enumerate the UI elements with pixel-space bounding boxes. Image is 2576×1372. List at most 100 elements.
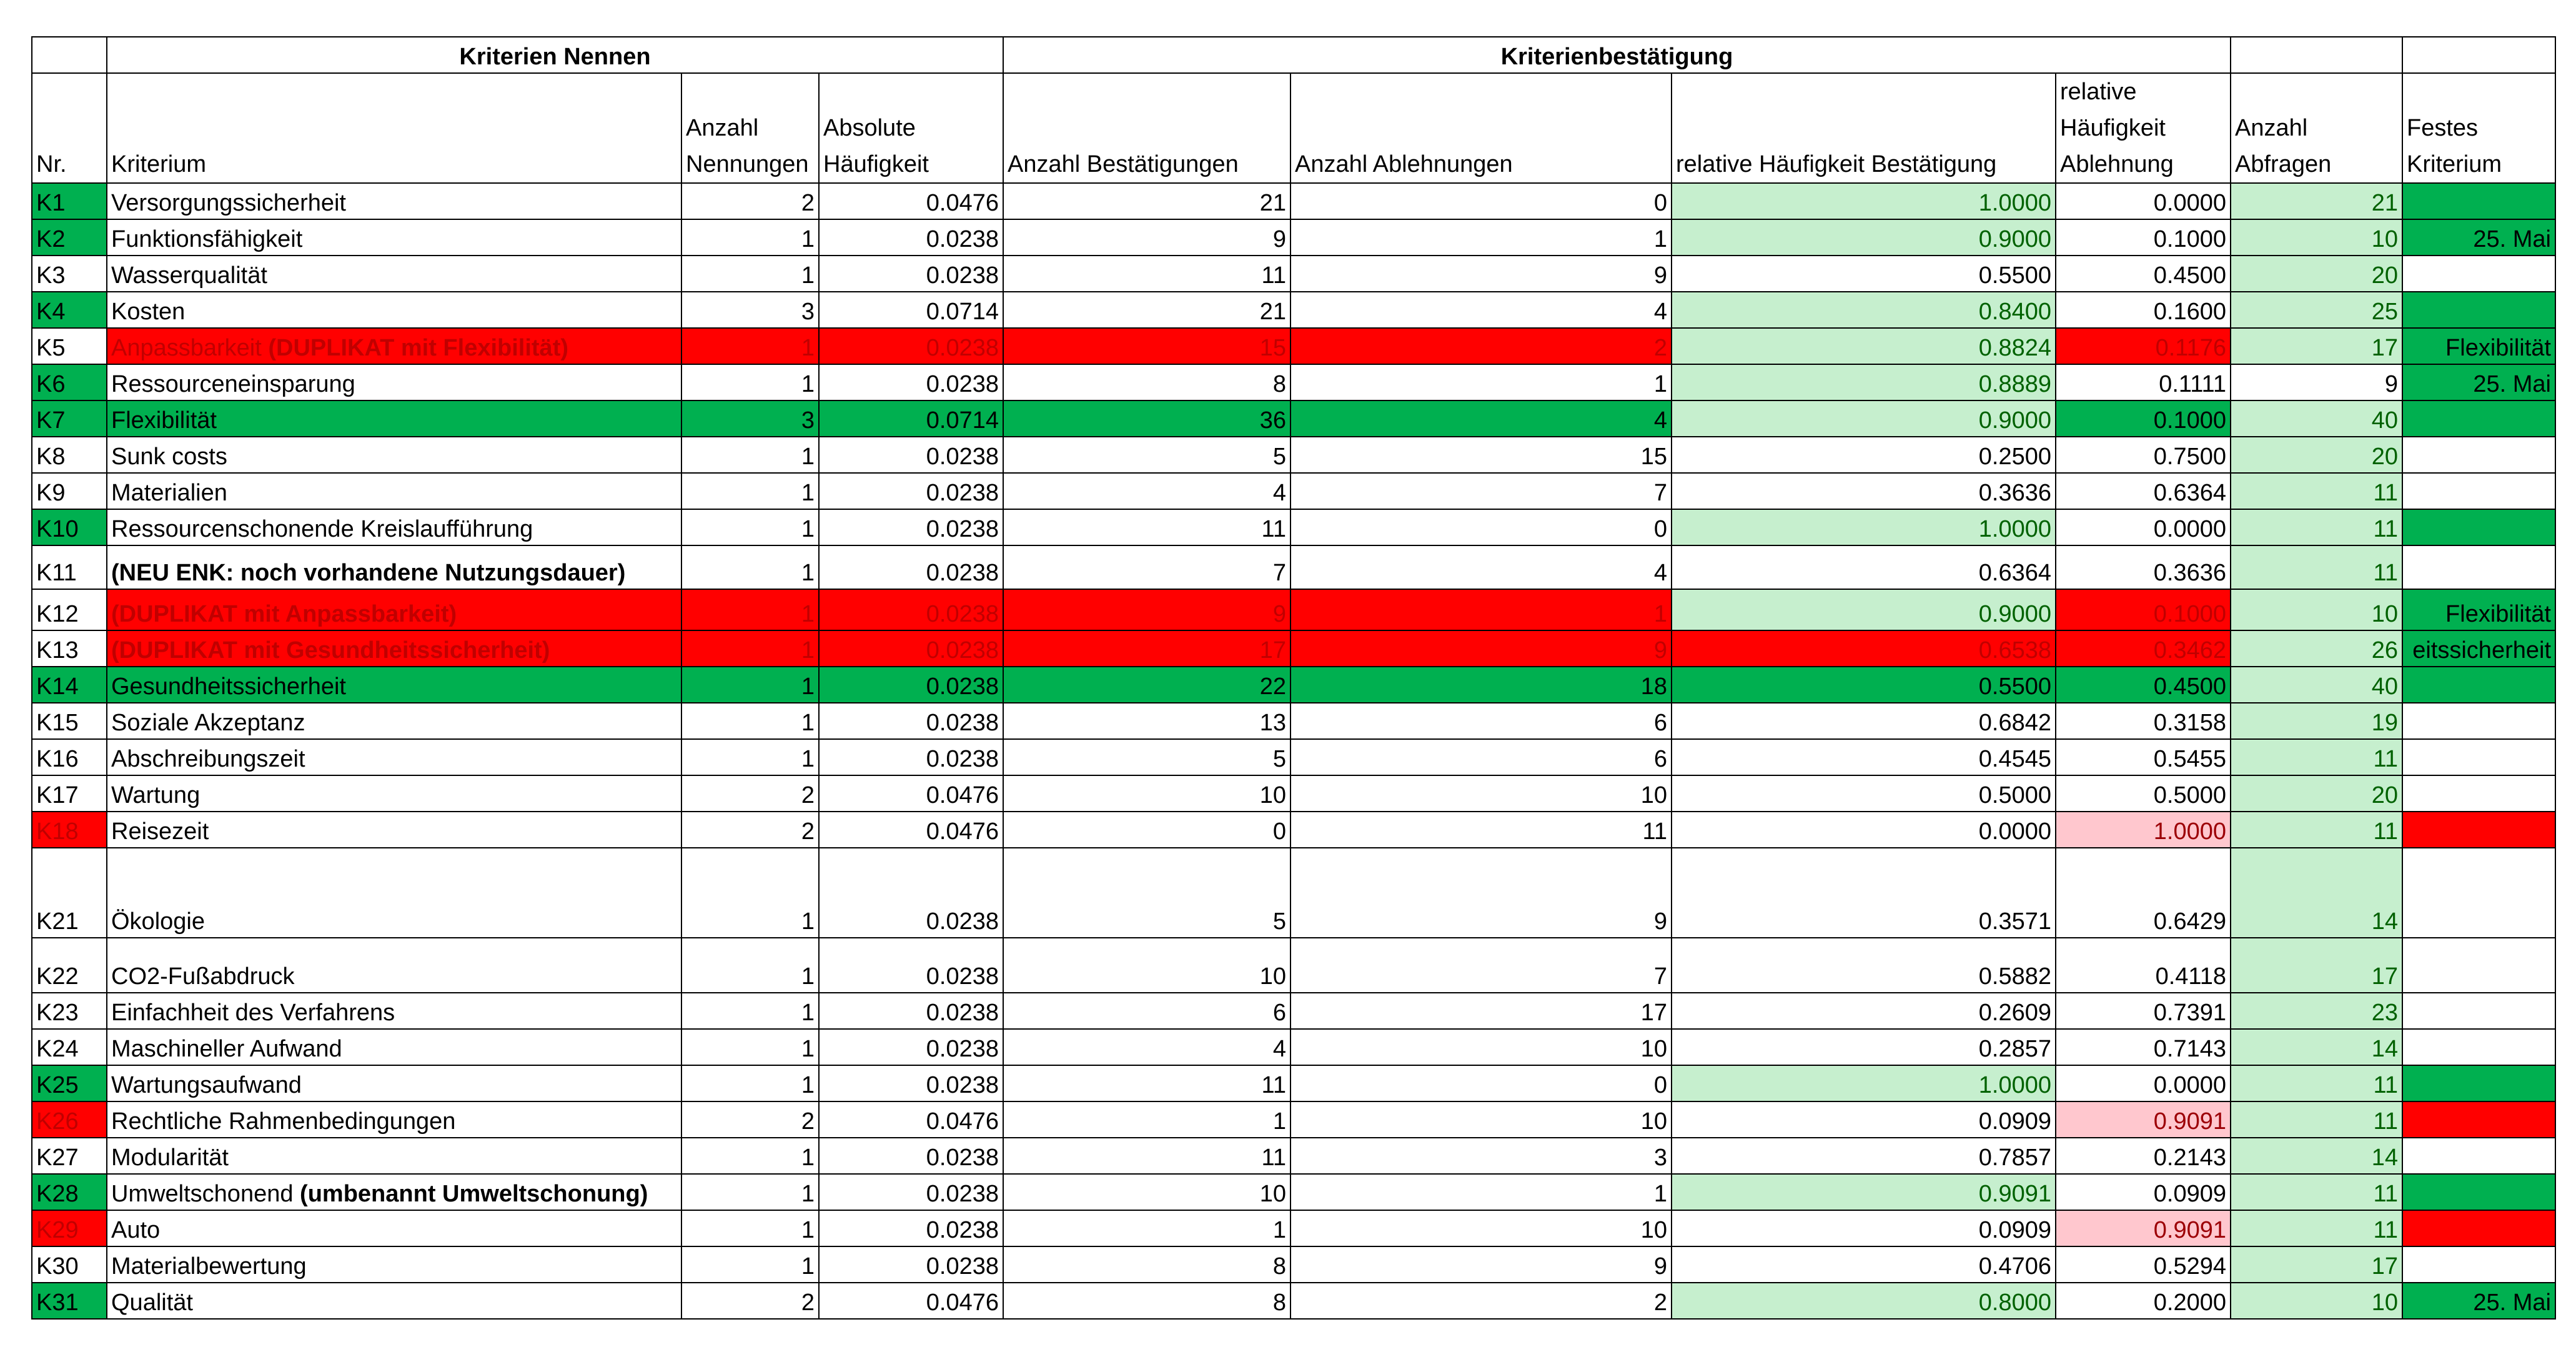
cell-rel-best[interactable]: 0.4545 [1671,738,2056,776]
cell-nr[interactable]: K5 [31,327,107,365]
cell-nr[interactable]: K29 [31,1210,107,1247]
cell-anzahl-abfragen[interactable]: 40 [2230,400,2403,437]
cell-rel-abl[interactable]: 0.4500 [2055,255,2231,292]
cell-rel-best[interactable]: 0.5500 [1671,666,2056,703]
cell-festes-kriterium[interactable] [2402,847,2556,938]
cell-kriterium[interactable]: Auto [106,1210,682,1247]
cell-festes-kriterium[interactable] [2402,509,2556,546]
cell-anzahl-ablehnungen[interactable]: 2 [1290,1282,1672,1320]
cell-anzahl-bestaetigungen[interactable]: 1 [1003,1101,1291,1138]
cell-nr[interactable]: K3 [31,255,107,292]
cell-anzahl-nennungen[interactable]: 2 [681,182,820,220]
cell-festes-kriterium[interactable] [2402,738,2556,776]
cell-anzahl-bestaetigungen[interactable]: 11 [1003,1137,1291,1175]
cell-anzahl-nennungen[interactable]: 1 [681,545,820,590]
cell-anzahl-nennungen[interactable]: 1 [681,436,820,474]
cell-anzahl-ablehnungen[interactable]: 9 [1290,630,1672,667]
cell-nr[interactable]: K6 [31,364,107,401]
cell-festes-kriterium[interactable] [2402,255,2556,292]
cell-anzahl-nennungen[interactable]: 1 [681,472,820,510]
cell-festes-kriterium[interactable] [2402,811,2556,848]
cell-anzahl-abfragen[interactable]: 17 [2230,937,2403,993]
cell-nr[interactable]: K13 [31,630,107,667]
cell-rel-best[interactable]: 0.6538 [1671,630,2056,667]
cell-nr[interactable]: K22 [31,937,107,993]
cell-anzahl-nennungen[interactable]: 1 [681,738,820,776]
cell-rel-abl[interactable]: 0.1600 [2055,291,2231,329]
cell-absolute-haeufigkeit[interactable]: 0.0476 [818,1282,1004,1320]
cell-festes-kriterium[interactable] [2402,436,2556,474]
cell-anzahl-ablehnungen[interactable]: 17 [1290,992,1672,1030]
cell-anzahl-bestaetigungen[interactable]: 36 [1003,400,1291,437]
cell-anzahl-bestaetigungen[interactable]: 21 [1003,291,1291,329]
cell-anzahl-nennungen[interactable]: 1 [681,1246,820,1283]
cell-anzahl-abfragen[interactable]: 17 [2230,1246,2403,1283]
cell-anzahl-abfragen[interactable]: 11 [2230,545,2403,590]
cell-kriterium[interactable]: Soziale Akzeptanz [106,702,682,740]
cell-anzahl-abfragen[interactable]: 14 [2230,847,2403,938]
cell-anzahl-bestaetigungen[interactable]: 1 [1003,1210,1291,1247]
cell-anzahl-nennungen[interactable]: 1 [681,1210,820,1247]
cell-anzahl-ablehnungen[interactable]: 10 [1290,775,1672,812]
cell-anzahl-ablehnungen[interactable]: 4 [1290,545,1672,590]
cell-rel-best[interactable]: 0.0909 [1671,1210,2056,1247]
cell-anzahl-nennungen[interactable]: 1 [681,219,820,256]
cell-anzahl-nennungen[interactable]: 2 [681,775,820,812]
cell-absolute-haeufigkeit[interactable]: 0.0476 [818,182,1004,220]
cell-nr[interactable]: K14 [31,666,107,703]
cell-anzahl-ablehnungen[interactable]: 15 [1290,436,1672,474]
cell-anzahl-ablehnungen[interactable]: 10 [1290,1210,1672,1247]
cell-anzahl-abfragen[interactable]: 10 [2230,589,2403,631]
cell-rel-best[interactable]: 0.8824 [1671,327,2056,365]
cell-absolute-haeufigkeit[interactable]: 0.0238 [818,1210,1004,1247]
cell-kriterium[interactable]: Versorgungssicherheit [106,182,682,220]
cell-rel-abl[interactable]: 0.0000 [2055,182,2231,220]
cell-rel-abl[interactable]: 0.2000 [2055,1282,2231,1320]
cell-festes-kriterium[interactable] [2402,1210,2556,1247]
cell-nr[interactable]: K25 [31,1065,107,1102]
cell-anzahl-ablehnungen[interactable]: 3 [1290,1137,1672,1175]
cell-absolute-haeufigkeit[interactable]: 0.0476 [818,1101,1004,1138]
cell-absolute-haeufigkeit[interactable]: 0.0238 [818,219,1004,256]
cell-anzahl-abfragen[interactable]: 14 [2230,1137,2403,1175]
header-anzahl-bestaetigungen[interactable]: Anzahl Bestätigungen [1003,72,1291,184]
cell-anzahl-nennungen[interactable]: 3 [681,291,820,329]
cell-nr[interactable]: K28 [31,1173,107,1211]
cell-festes-kriterium[interactable] [2402,472,2556,510]
cell-rel-best[interactable]: 0.5000 [1671,775,2056,812]
cell-kriterium[interactable]: Modularität [106,1137,682,1175]
cell-absolute-haeufigkeit[interactable]: 0.0476 [818,775,1004,812]
cell-rel-best[interactable]: 1.0000 [1671,509,2056,546]
cell-anzahl-bestaetigungen[interactable]: 10 [1003,1173,1291,1211]
cell-rel-best[interactable]: 1.0000 [1671,182,2056,220]
cell-anzahl-ablehnungen[interactable]: 6 [1290,702,1672,740]
cell-absolute-haeufigkeit[interactable]: 0.0238 [818,1028,1004,1066]
cell-absolute-haeufigkeit[interactable]: 0.0476 [818,811,1004,848]
header-kriterium[interactable]: Kriterium [106,72,682,184]
cell-kriterium[interactable]: Anpassbarkeit (DUPLIKAT mit Flexibilität… [106,327,682,365]
cell-rel-best[interactable]: 0.6842 [1671,702,2056,740]
cell-rel-abl[interactable]: 0.0909 [2055,1173,2231,1211]
cell-kriterium[interactable]: Materialien [106,472,682,510]
cell-anzahl-abfragen[interactable]: 11 [2230,1173,2403,1211]
cell-rel-best[interactable]: 0.0909 [1671,1101,2056,1138]
cell-anzahl-abfragen[interactable]: 11 [2230,811,2403,848]
cell-anzahl-ablehnungen[interactable]: 4 [1290,291,1672,329]
cell-nr[interactable]: K2 [31,219,107,256]
cell-anzahl-nennungen[interactable]: 1 [681,589,820,631]
cell-kriterium[interactable]: Gesundheitssicherheit [106,666,682,703]
cell-absolute-haeufigkeit[interactable]: 0.0238 [818,702,1004,740]
cell-anzahl-bestaetigungen[interactable]: 5 [1003,436,1291,474]
cell-kriterium[interactable]: Abschreibungszeit [106,738,682,776]
cell-nr[interactable]: K15 [31,702,107,740]
cell-rel-best[interactable]: 0.5500 [1671,255,2056,292]
cell-anzahl-nennungen[interactable]: 1 [681,1173,820,1211]
cell-rel-abl[interactable]: 0.5000 [2055,775,2231,812]
cell-rel-abl[interactable]: 0.3158 [2055,702,2231,740]
cell-anzahl-abfragen[interactable]: 14 [2230,1028,2403,1066]
cell-festes-kriterium[interactable] [2402,937,2556,993]
cell-festes-kriterium[interactable] [2402,702,2556,740]
cell-anzahl-nennungen[interactable]: 1 [681,1028,820,1066]
cell-anzahl-ablehnungen[interactable]: 2 [1290,327,1672,365]
cell-kriterium[interactable]: Ressourceneinsparung [106,364,682,401]
